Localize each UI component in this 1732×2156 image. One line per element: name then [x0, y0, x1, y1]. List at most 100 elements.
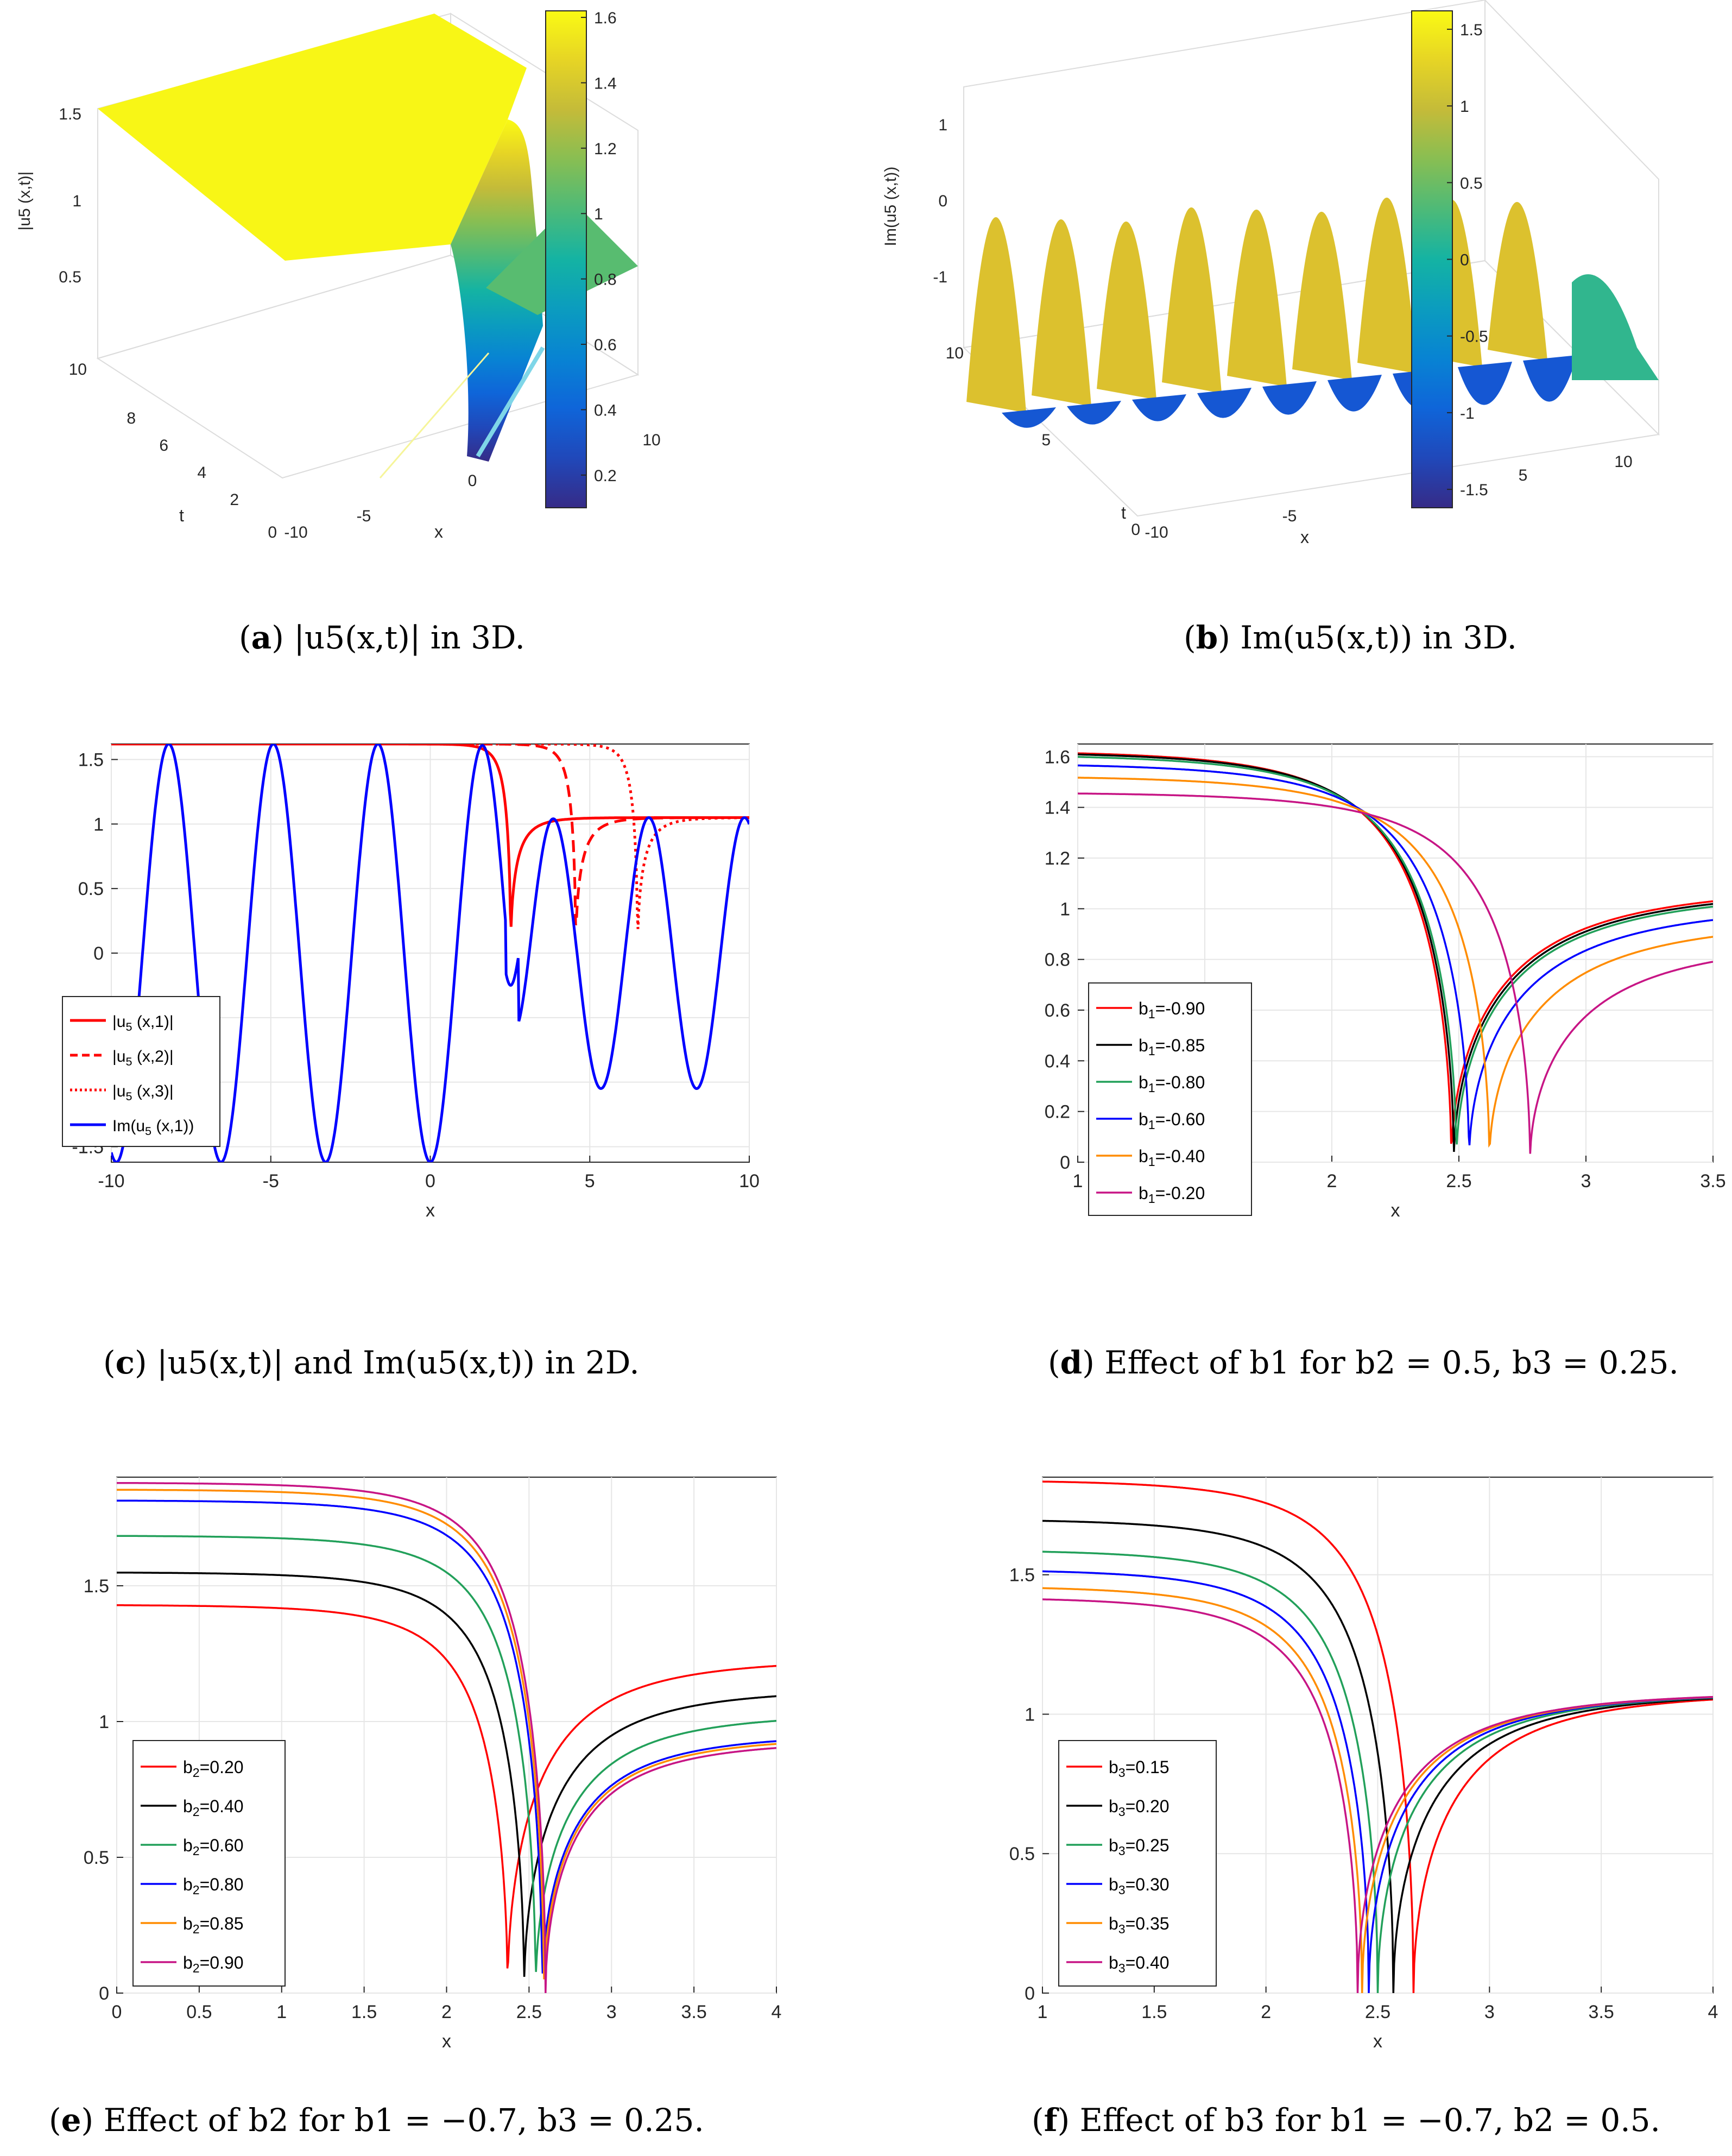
legend-label: b1=-0.80 [1139, 1073, 1205, 1095]
series-line-b2=0.40 [117, 1571, 776, 1977]
contour-trace-low [476, 346, 545, 458]
legend-label: b3=0.20 [1109, 1796, 1170, 1819]
surface-high-plateau [98, 14, 527, 261]
x-tick-label: 10 [739, 1171, 760, 1192]
legend-label: b1=-0.20 [1139, 1183, 1205, 1206]
y-tick-label: 0.5 [84, 1848, 109, 1868]
z-tick-label: 1.5 [59, 105, 81, 123]
y-tick-label: 0.5 [78, 879, 104, 899]
surface-trough [1132, 394, 1186, 421]
contour-trace [379, 352, 490, 478]
series-line-b2=0.60 [117, 1535, 776, 1972]
t-axis-label: t [1121, 503, 1126, 522]
legend-box [132, 1740, 286, 1987]
series-line-u5x2 [111, 744, 749, 925]
chart-a-3d-abs: -10-5051002468100.511.5xt|u5 (x,t)|0.20.… [16, 9, 661, 541]
surface-ridge [1292, 211, 1352, 380]
x-tick-label: -5 [357, 507, 371, 525]
legend-label: Im(u5 (x,1)) [112, 1117, 194, 1138]
legend-label: b3=0.15 [1109, 1757, 1170, 1780]
y-tick-label: 1.5 [1009, 1565, 1035, 1586]
t-axis-label: t [179, 506, 184, 525]
legend-label: |u5 (x,1)| [112, 1013, 174, 1033]
x-tick-label: -10 [98, 1171, 124, 1192]
legend-label: b3=0.30 [1109, 1875, 1170, 1897]
series-line-b3=0.20 [1042, 1520, 1713, 1993]
x-tick-label: 1.5 [1141, 2002, 1167, 2022]
colorbar-tick-label: 0.6 [594, 336, 617, 354]
y-tick-label: 0.2 [1045, 1102, 1070, 1123]
colorbar-tick-label: 0.8 [594, 271, 617, 289]
chart-f-effect-b3: 1 1.5 2 2.5 3 3.5 4 0 0.5 1 1.5 x b3=0.15 b3=0.20 b3=0… [1009, 1477, 1718, 2052]
surface-ridge [1032, 219, 1091, 406]
surface-trough [1067, 401, 1121, 425]
legend-label: |u5 (x,3)| [112, 1082, 174, 1103]
series-line-b2=0.20 [117, 1604, 776, 1969]
y-tick-label: 1 [93, 814, 104, 835]
surface-trough [1197, 388, 1251, 418]
surface-trough [1458, 362, 1512, 405]
y-tick-label: 0.6 [1045, 1000, 1070, 1021]
caption-b: (b) Im(u5(x,t)) in 3D. [1184, 619, 1517, 656]
x-tick-label: 3.5 [1700, 1171, 1725, 1192]
x-axis-label: x [1391, 1200, 1400, 1221]
surface-trough [1523, 355, 1577, 402]
y-tick-label: 1 [99, 1712, 109, 1732]
legend-label: b2=0.80 [183, 1875, 244, 1897]
legend-label: b2=0.60 [183, 1836, 244, 1858]
x-tick-label: 5 [585, 1171, 595, 1192]
x-tick-label: -5 [1282, 507, 1297, 525]
t-tick-label: 5 [1041, 431, 1051, 449]
t-tick-label: 2 [230, 491, 239, 509]
t-tick-label: 8 [127, 409, 136, 427]
colorbar-tick-label: 0 [1460, 251, 1469, 269]
t-tick-label: 0 [268, 524, 277, 541]
legend-label: b3=0.40 [1109, 1953, 1170, 1975]
surface-ridge [1162, 207, 1222, 393]
series-group [1042, 1480, 1713, 1993]
x-tick-label: 2.5 [1446, 1171, 1471, 1192]
legend-label: b2=0.85 [183, 1914, 244, 1936]
surface-trough [1002, 407, 1056, 428]
x-tick-label: 3 [1484, 2002, 1495, 2022]
series-line-b3=0.25 [1042, 1550, 1713, 1993]
series-group [111, 744, 749, 1162]
z-tick-label: 0 [938, 192, 947, 210]
z-tick-label: 0.5 [59, 268, 81, 286]
x-tick-label: 1 [276, 2002, 287, 2022]
legend-label: |u5 (x,2)| [112, 1048, 174, 1068]
colorbar-tick-label: 1.6 [594, 9, 617, 27]
x-tick-label: 0 [425, 1171, 435, 1192]
colorbar-tick-label: 1 [594, 205, 603, 223]
y-tick-label: 1.6 [1045, 747, 1070, 767]
colorbar-tick-label: 1.5 [1460, 21, 1483, 39]
surface-trough [1328, 375, 1382, 412]
x-axis-label: x [1373, 2031, 1382, 2052]
colorbar [1411, 10, 1453, 508]
legend-label: b2=0.40 [183, 1796, 244, 1819]
x-tick-label: 0 [112, 2002, 122, 2022]
legend-label: b1=-0.40 [1139, 1146, 1205, 1169]
colorbar-tick-label: -1 [1460, 405, 1475, 423]
z-tick-label: 1 [938, 116, 947, 134]
y-tick-label: 0 [99, 1983, 109, 2004]
t-tick-label: 0 [1131, 521, 1140, 539]
surface-ridge [1097, 221, 1156, 400]
series-line-b2=0.80 [117, 1499, 776, 1974]
y-tick-label: 0 [1060, 1152, 1070, 1173]
x-tick-label: 0.5 [186, 2002, 212, 2022]
legend-label: b2=0.90 [183, 1953, 244, 1975]
series-line-b1=-0.85 [1078, 753, 1713, 1152]
x-axis-label: x [434, 522, 443, 541]
surface-ridge [1227, 209, 1287, 387]
x-tick-label: 3.5 [681, 2002, 706, 2022]
series-line-b1=-0.40 [1078, 777, 1713, 1148]
x-tick-label: 0 [468, 472, 477, 490]
series-line-b1=-0.20 [1078, 792, 1713, 1154]
colorbar-tick-label: 0.5 [1460, 174, 1483, 192]
caption-c: (c) |u5(x,t)| and Im(u5(x,t)) in 2D. [103, 1344, 640, 1381]
t-tick-label: 10 [69, 361, 87, 379]
x-tick-label: 10 [1614, 453, 1632, 471]
colorbar-tick-label: -0.5 [1460, 328, 1488, 346]
